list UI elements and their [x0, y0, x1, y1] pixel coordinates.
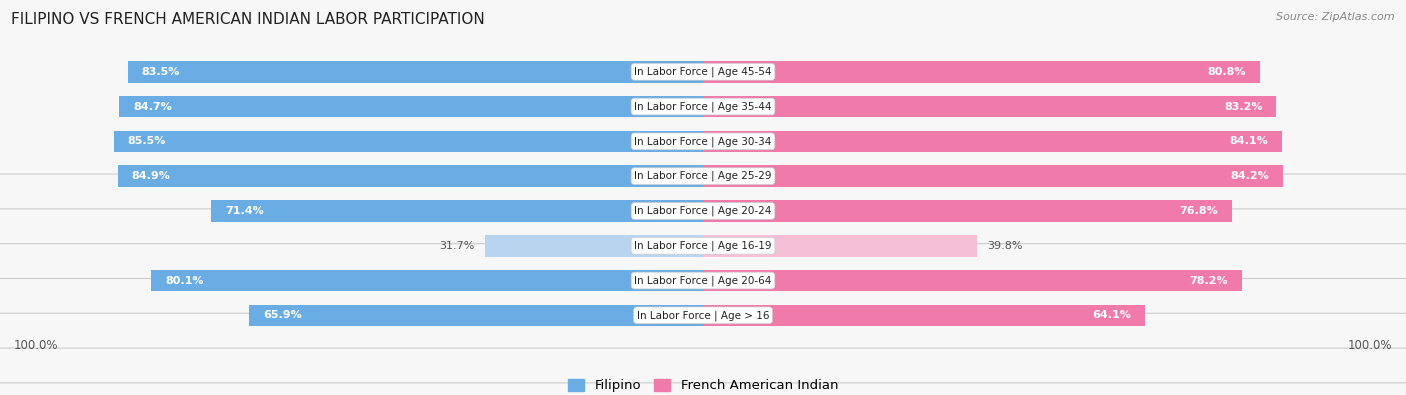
Bar — [703, 235, 977, 256]
FancyBboxPatch shape — [0, 74, 1406, 278]
FancyBboxPatch shape — [0, 109, 1406, 313]
Text: 83.2%: 83.2% — [1223, 102, 1263, 111]
Text: 100.0%: 100.0% — [14, 339, 59, 352]
FancyBboxPatch shape — [0, 178, 1406, 383]
Text: 100.0%: 100.0% — [1347, 339, 1392, 352]
Text: In Labor Force | Age 35-44: In Labor Force | Age 35-44 — [634, 101, 772, 112]
Text: In Labor Force | Age > 16: In Labor Force | Age > 16 — [637, 310, 769, 321]
Text: 84.1%: 84.1% — [1230, 136, 1268, 147]
Bar — [703, 61, 1260, 83]
Text: 83.5%: 83.5% — [142, 67, 180, 77]
Bar — [703, 166, 1284, 187]
FancyBboxPatch shape — [0, 4, 1406, 209]
Text: In Labor Force | Age 45-54: In Labor Force | Age 45-54 — [634, 66, 772, 77]
Text: In Labor Force | Age 30-34: In Labor Force | Age 30-34 — [634, 136, 772, 147]
Text: In Labor Force | Age 16-19: In Labor Force | Age 16-19 — [634, 241, 772, 251]
Bar — [249, 305, 703, 326]
FancyBboxPatch shape — [0, 213, 1406, 395]
Bar — [485, 235, 703, 256]
FancyBboxPatch shape — [0, 143, 1406, 348]
Bar — [703, 131, 1282, 152]
Bar — [703, 200, 1232, 222]
Bar — [152, 270, 703, 292]
Text: 64.1%: 64.1% — [1092, 310, 1130, 320]
Text: 84.9%: 84.9% — [132, 171, 170, 181]
Text: FILIPINO VS FRENCH AMERICAN INDIAN LABOR PARTICIPATION: FILIPINO VS FRENCH AMERICAN INDIAN LABOR… — [11, 12, 485, 27]
Text: Source: ZipAtlas.com: Source: ZipAtlas.com — [1277, 12, 1395, 22]
FancyBboxPatch shape — [0, 0, 1406, 174]
Bar — [114, 131, 703, 152]
Text: 85.5%: 85.5% — [128, 136, 166, 147]
Text: In Labor Force | Age 20-64: In Labor Force | Age 20-64 — [634, 275, 772, 286]
Text: 76.8%: 76.8% — [1180, 206, 1219, 216]
Bar — [703, 96, 1277, 117]
Text: 84.7%: 84.7% — [134, 102, 172, 111]
Bar — [703, 270, 1241, 292]
Bar — [128, 61, 703, 83]
Text: 31.7%: 31.7% — [439, 241, 474, 251]
Text: 84.2%: 84.2% — [1230, 171, 1270, 181]
Text: 39.8%: 39.8% — [987, 241, 1024, 251]
Text: 78.2%: 78.2% — [1189, 276, 1227, 286]
FancyBboxPatch shape — [0, 39, 1406, 244]
Text: 65.9%: 65.9% — [263, 310, 301, 320]
Text: 71.4%: 71.4% — [225, 206, 264, 216]
Legend: Filipino, French American Indian: Filipino, French American Indian — [562, 373, 844, 395]
Text: In Labor Force | Age 20-24: In Labor Force | Age 20-24 — [634, 206, 772, 216]
Bar — [120, 96, 703, 117]
Text: In Labor Force | Age 25-29: In Labor Force | Age 25-29 — [634, 171, 772, 181]
Bar — [703, 305, 1144, 326]
Bar — [118, 166, 703, 187]
Text: 80.1%: 80.1% — [165, 276, 204, 286]
Bar — [211, 200, 703, 222]
Text: 80.8%: 80.8% — [1208, 67, 1246, 77]
